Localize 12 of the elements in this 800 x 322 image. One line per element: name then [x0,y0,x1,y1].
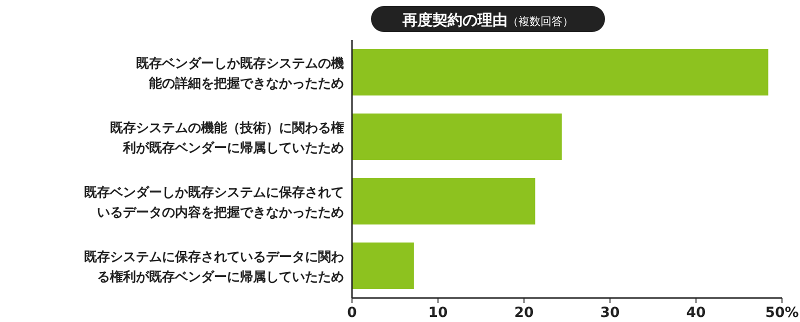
x-tick-label: 10 [428,305,448,321]
x-tick-label: 30 [600,305,620,321]
x-tick-label: 50% [765,305,799,321]
y-tick-label: 既存ベンダーしか既存システムに保存されているデータの内容を把握できなかったため [84,185,344,220]
y-tick-label: 既存システムの機能（技術）に関わる権利が既存ベンダーに帰属していたため [110,120,344,156]
y-tick-label: 既存システムに保存されているデータに関わる権利が既存ベンダーに帰属していたため [84,250,344,285]
x-tick-label: 20 [514,305,534,321]
y-tick-label: 既存ベンダーしか既存システムの機能の詳細を把握できなかったため [136,56,344,92]
chart-title: 再度契約の理由 [402,11,508,29]
x-tick-label: 40 [686,305,706,321]
chart-subtitle: （複数回答） [508,15,574,28]
x-tick-label: 0 [347,305,358,321]
